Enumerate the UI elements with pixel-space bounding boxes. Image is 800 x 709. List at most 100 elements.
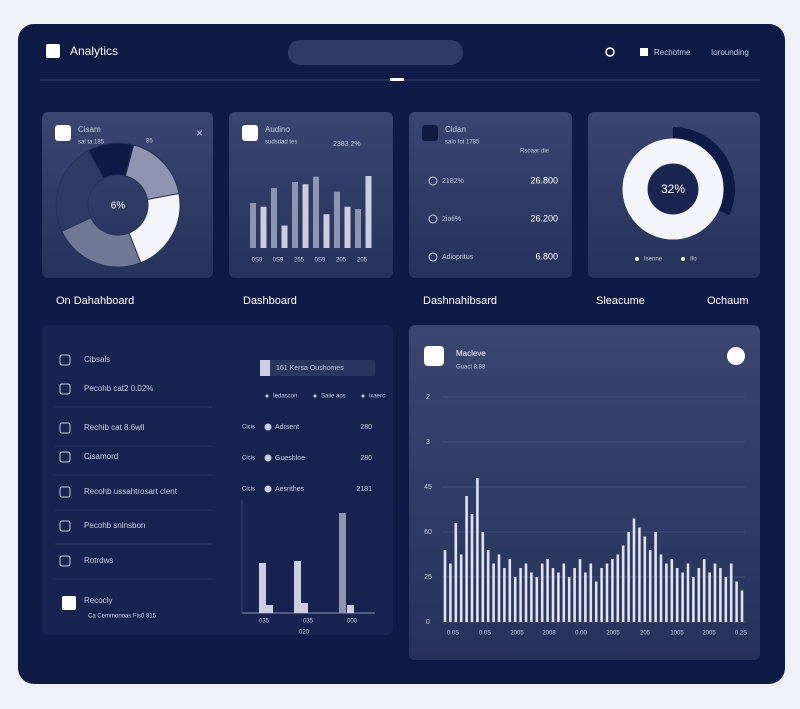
row-value: 26.200 xyxy=(530,213,558,223)
bar xyxy=(347,605,354,613)
button-label: 161 Kersa Oushomes xyxy=(276,365,344,372)
button-accent xyxy=(260,360,270,376)
row-value: 280 xyxy=(360,455,372,462)
bar xyxy=(713,563,717,622)
x-tick-label: 0.0S xyxy=(447,631,459,637)
panel-action[interactable] xyxy=(727,347,745,365)
search-icon[interactable] xyxy=(605,47,615,57)
bar xyxy=(486,550,490,622)
bar xyxy=(459,554,463,622)
bar xyxy=(281,225,288,248)
card-caption: Dashboard xyxy=(243,295,297,307)
bar xyxy=(659,554,663,622)
bar xyxy=(648,550,652,622)
card-title: Cidan xyxy=(445,125,466,134)
row-label: Adrsent xyxy=(275,424,299,431)
button[interactable] xyxy=(260,360,375,376)
row-label: Gueshloe xyxy=(275,455,305,462)
bar xyxy=(573,568,576,622)
bar xyxy=(481,532,485,622)
legend-label: ixaerc xyxy=(369,394,385,400)
row-label: Cicis xyxy=(242,456,255,462)
bar xyxy=(476,478,479,622)
list-icon xyxy=(59,486,71,498)
bar xyxy=(605,563,609,622)
list-icon xyxy=(59,383,71,395)
legend-dot xyxy=(635,257,639,261)
bar xyxy=(302,184,309,248)
legend-dot xyxy=(313,394,317,398)
bar xyxy=(621,545,625,622)
x-tick-label: 255 xyxy=(294,258,305,264)
x-tick-label: 2008 xyxy=(542,631,556,637)
list-item: Cisamord xyxy=(84,452,118,461)
bar xyxy=(465,496,468,622)
card-title: Audino xyxy=(265,125,290,134)
nav-link[interactable]: Rechotme xyxy=(654,48,691,57)
bar xyxy=(513,577,517,622)
x-tick-label: 0S9 xyxy=(252,258,263,264)
bar xyxy=(250,203,256,248)
bar xyxy=(334,191,340,248)
bar xyxy=(702,559,706,622)
bar xyxy=(339,513,346,613)
bar xyxy=(589,563,593,622)
bar xyxy=(546,559,549,622)
x-tick-label: 035 xyxy=(303,619,314,625)
panel-title: Macleve xyxy=(456,349,486,358)
card-badge: 85 xyxy=(146,139,153,145)
x-tick-label: 0.2S xyxy=(735,631,747,637)
x-tick-label: 000 xyxy=(347,619,358,625)
bar xyxy=(638,527,641,622)
row-dot xyxy=(264,485,272,493)
list-icon xyxy=(59,451,71,463)
row-label: Adiopritus xyxy=(442,254,474,261)
y-tick-label: 3 xyxy=(426,439,430,446)
panel-icon xyxy=(424,346,444,366)
logo xyxy=(46,44,60,58)
panel-subtitle: Guact 8.88 xyxy=(456,365,486,371)
list-item: Recocly xyxy=(84,596,112,605)
legend-label: Iedascon xyxy=(273,394,297,400)
card-subtitle: sal ta 185 xyxy=(78,140,105,146)
panel xyxy=(42,325,393,635)
close-icon[interactable]: × xyxy=(196,126,203,140)
bar xyxy=(266,605,273,613)
bar xyxy=(686,563,690,622)
card-icon xyxy=(242,125,258,141)
bar xyxy=(692,577,695,622)
bar xyxy=(449,563,452,622)
row-value: 26.800 xyxy=(530,175,558,185)
card-icon xyxy=(55,125,71,141)
donut-label: 32% xyxy=(661,182,685,196)
x-tick-label: 0.0S xyxy=(479,631,491,637)
bar xyxy=(627,532,630,622)
x-tick-label: 2005 xyxy=(702,631,716,637)
list-icon xyxy=(59,422,71,434)
search-bar[interactable] xyxy=(288,40,463,65)
bar xyxy=(665,563,668,622)
bar xyxy=(535,577,539,622)
x-tick-label: 205 xyxy=(336,258,347,264)
bar xyxy=(355,209,361,248)
row-value: 2181 xyxy=(356,486,372,493)
card xyxy=(409,112,572,278)
y-tick-label: 45 xyxy=(424,484,432,491)
row-label: Cicis xyxy=(242,487,255,493)
y-tick-label: 2 xyxy=(426,394,430,401)
bar xyxy=(735,581,738,622)
legend-dot xyxy=(265,394,269,398)
nav-icon xyxy=(640,48,648,56)
card-caption: Dashnahibsard xyxy=(423,295,497,307)
bar xyxy=(578,559,582,622)
bar xyxy=(632,518,636,622)
bar xyxy=(724,577,728,622)
bar xyxy=(616,554,620,622)
bar xyxy=(540,563,544,622)
app-title: Analytics xyxy=(70,44,118,58)
card-caption: Ochaum xyxy=(707,295,749,307)
bar xyxy=(344,206,351,248)
nav-link[interactable]: Iorounding xyxy=(711,48,749,57)
x-tick-label: 2005 xyxy=(606,631,620,637)
